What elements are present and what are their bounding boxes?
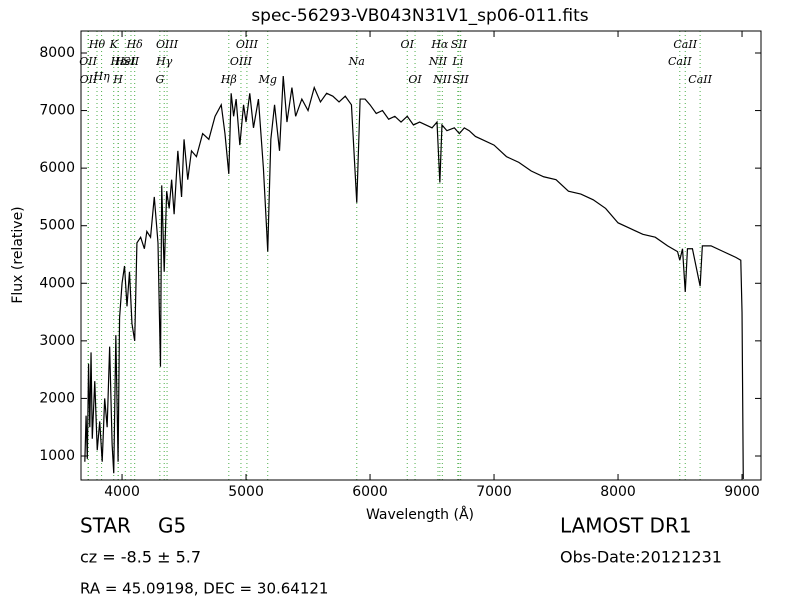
spectral-label: HeI bbox=[114, 55, 136, 68]
y-tick-label: 6000 bbox=[39, 160, 75, 176]
spectral-label: K bbox=[109, 38, 119, 51]
spectral-label: OIII bbox=[230, 55, 253, 68]
spectral-label: Hε bbox=[110, 55, 127, 68]
spectral-label: OII bbox=[79, 55, 97, 68]
spectral-label: CaII bbox=[688, 73, 712, 86]
spectral-label: Na bbox=[348, 55, 365, 68]
spectral-label: Hη bbox=[92, 70, 110, 83]
spectrum-line bbox=[84, 75, 744, 480]
spectral-label: OIII bbox=[156, 38, 179, 51]
x-tick-label: 4000 bbox=[104, 484, 140, 500]
spectral-label: SII bbox=[451, 38, 468, 51]
x-tick-label: 5000 bbox=[228, 484, 264, 500]
spectral-label: OIII bbox=[236, 38, 259, 51]
y-tick-label: 7000 bbox=[39, 103, 75, 119]
spectral-label: H bbox=[112, 73, 123, 86]
y-tick-label: 2000 bbox=[39, 390, 75, 406]
cz: cz = -8.5 ± 5.7 bbox=[80, 548, 201, 567]
obs-date: Obs-Date:20121231 bbox=[560, 548, 722, 567]
spectral-label: SII bbox=[123, 55, 140, 68]
y-tick-label: 1000 bbox=[39, 448, 75, 464]
y-tick-label: 4000 bbox=[39, 275, 75, 291]
x-axis-label: Wavelength (Å) bbox=[366, 506, 474, 523]
class: STAR bbox=[80, 514, 131, 538]
spectral-label: NII bbox=[428, 55, 448, 68]
spectral-label: SII bbox=[453, 73, 470, 86]
subclass: G5 bbox=[158, 514, 186, 538]
spectral-label: Hθ bbox=[88, 38, 106, 51]
plot-frame bbox=[80, 30, 762, 481]
spectral-label: Hα bbox=[430, 38, 449, 51]
x-tick-label: 8000 bbox=[600, 484, 636, 500]
x-tick-label: 7000 bbox=[476, 484, 512, 500]
spectral-label: Li bbox=[451, 55, 463, 68]
chart-title: spec-56293-VB043N31V1_sp06-011.fits bbox=[251, 6, 588, 26]
x-tick-label: 9000 bbox=[724, 484, 760, 500]
y-axis-label: Flux (relative) bbox=[10, 206, 26, 303]
y-tick-label: 3000 bbox=[39, 333, 75, 349]
spectral-label: Mg bbox=[258, 73, 277, 86]
spectral-label: G bbox=[155, 73, 164, 86]
x-tick-label: 6000 bbox=[352, 484, 388, 500]
spectral-label: NII bbox=[432, 73, 452, 86]
spectral-label: OI bbox=[401, 38, 415, 51]
spectral-label: CaII bbox=[668, 55, 692, 68]
spectral-label: OI bbox=[408, 73, 422, 86]
y-tick-label: 5000 bbox=[39, 218, 75, 234]
y-tick-label: 8000 bbox=[39, 45, 75, 61]
survey: LAMOST DR1 bbox=[560, 514, 692, 538]
spectral-label: CaII bbox=[673, 38, 697, 51]
spectral-label: Hγ bbox=[155, 55, 173, 68]
spectral-label: Hβ bbox=[220, 73, 237, 86]
spectral-label: OII bbox=[80, 73, 98, 86]
spectral-label: Hδ bbox=[126, 38, 144, 51]
coords: RA = 45.09198, DEC = 30.64121 bbox=[80, 580, 328, 598]
